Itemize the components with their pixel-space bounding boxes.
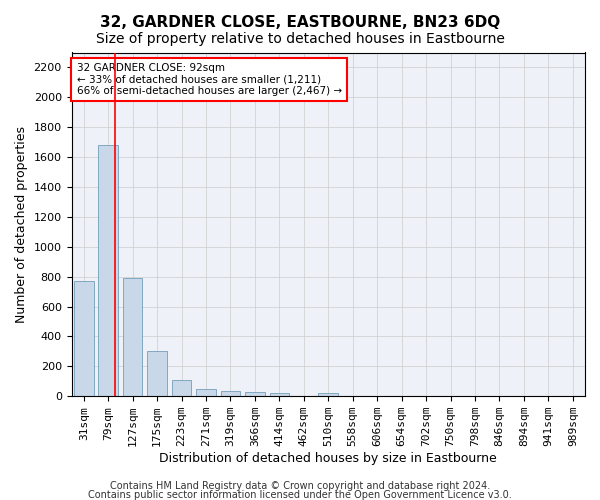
- Text: Contains public sector information licensed under the Open Government Licence v3: Contains public sector information licen…: [88, 490, 512, 500]
- Bar: [172, 380, 191, 396]
- Bar: [123, 278, 142, 396]
- Bar: [74, 281, 94, 396]
- Bar: [319, 393, 338, 396]
- Bar: [196, 390, 216, 396]
- Bar: [245, 392, 265, 396]
- Y-axis label: Number of detached properties: Number of detached properties: [15, 126, 28, 323]
- Bar: [221, 392, 240, 396]
- Text: 32, GARDNER CLOSE, EASTBOURNE, BN23 6DQ: 32, GARDNER CLOSE, EASTBOURNE, BN23 6DQ: [100, 15, 500, 30]
- Text: 32 GARDNER CLOSE: 92sqm
← 33% of detached houses are smaller (1,211)
66% of semi: 32 GARDNER CLOSE: 92sqm ← 33% of detache…: [77, 63, 342, 96]
- Text: Size of property relative to detached houses in Eastbourne: Size of property relative to detached ho…: [95, 32, 505, 46]
- Bar: [98, 145, 118, 396]
- Bar: [148, 352, 167, 396]
- Text: Contains HM Land Registry data © Crown copyright and database right 2024.: Contains HM Land Registry data © Crown c…: [110, 481, 490, 491]
- X-axis label: Distribution of detached houses by size in Eastbourne: Distribution of detached houses by size …: [160, 452, 497, 465]
- Bar: [269, 393, 289, 396]
